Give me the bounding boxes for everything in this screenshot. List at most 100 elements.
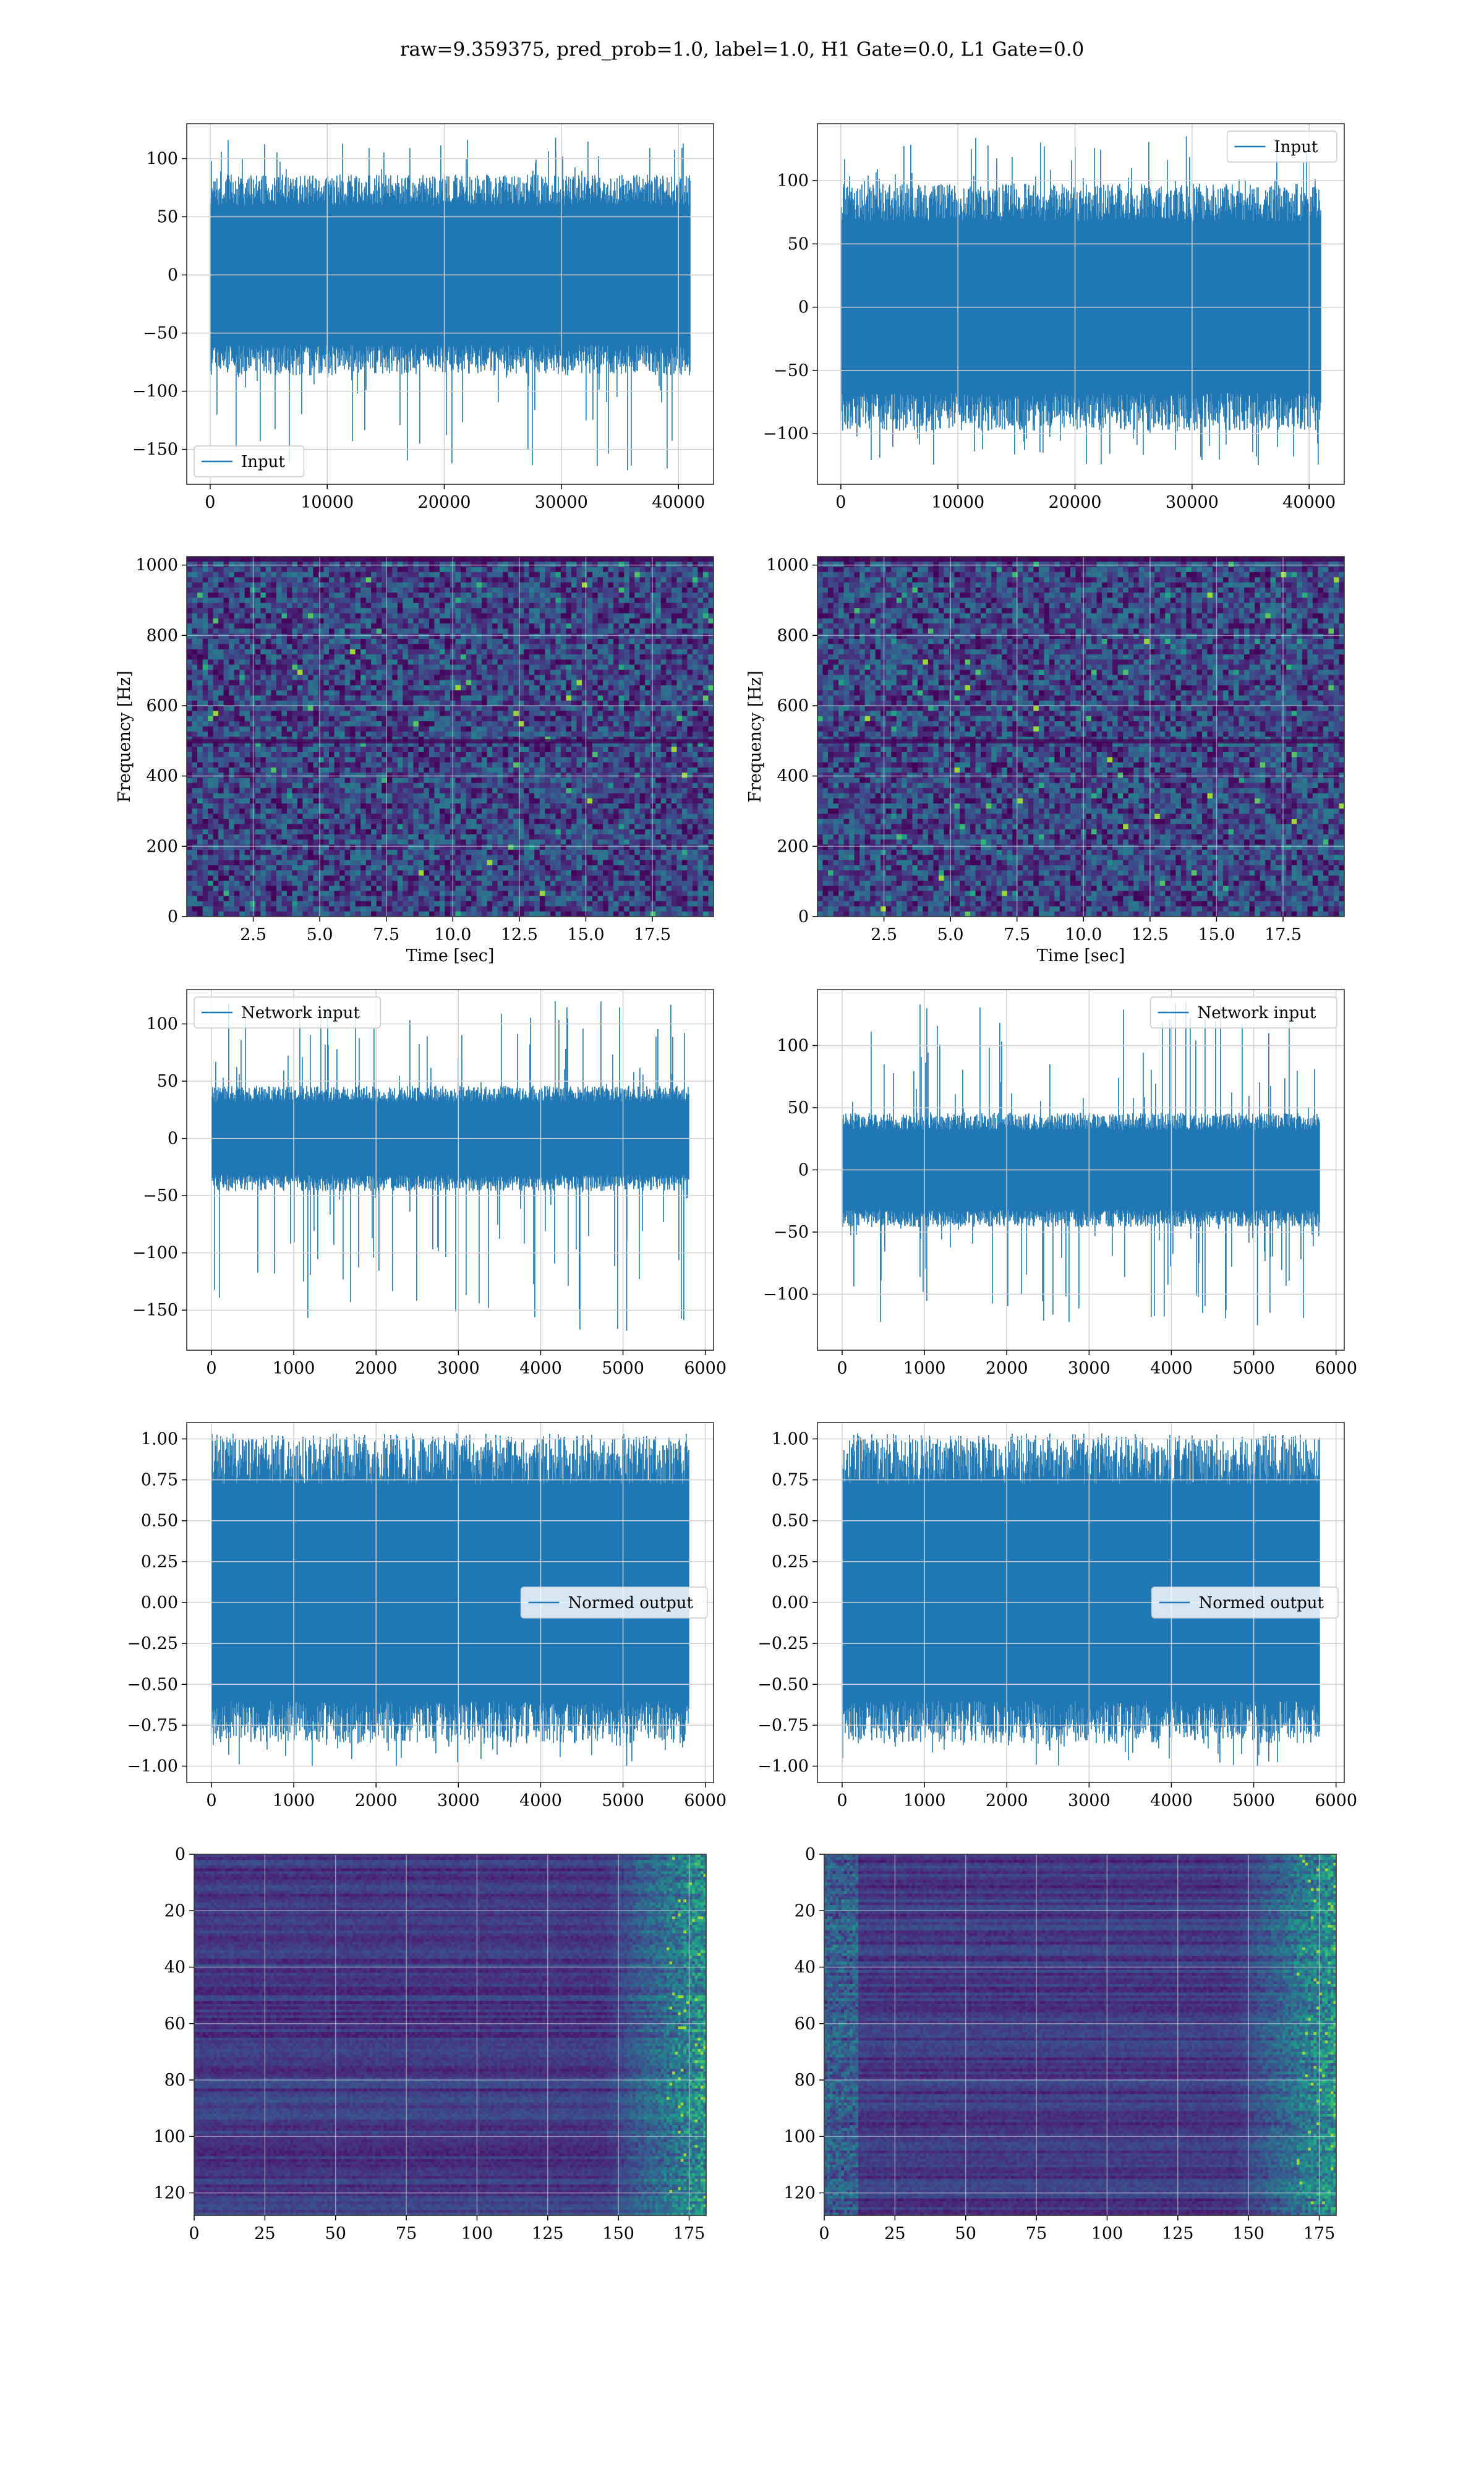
y-tick-label: 80 bbox=[795, 2071, 816, 2090]
x-tick-label: 50 bbox=[325, 2224, 346, 2243]
x-tick-label: 0 bbox=[205, 493, 215, 512]
x-tick-label: 0 bbox=[837, 1791, 847, 1810]
y-tick-label: 600 bbox=[146, 696, 178, 716]
legend: Normed output bbox=[521, 1587, 708, 1618]
x-tick-label: 30000 bbox=[535, 493, 588, 512]
legend: Network input bbox=[1151, 997, 1337, 1028]
y-tick-label: 0 bbox=[798, 907, 809, 927]
y-tick-label: −100 bbox=[763, 424, 809, 443]
legend-entry: Input bbox=[241, 453, 285, 471]
y-tick-label: −150 bbox=[132, 1301, 178, 1320]
x-tick-label: 5000 bbox=[1232, 1359, 1275, 1378]
x-tick-label: 1000 bbox=[273, 1791, 315, 1810]
y-tick-label: 0.75 bbox=[772, 1471, 809, 1490]
y-tick-label: −0.75 bbox=[757, 1716, 809, 1735]
x-tick-label: 175 bbox=[673, 2224, 706, 2243]
y-tick-label: 20 bbox=[795, 1901, 816, 1920]
y-tick-label: 1.00 bbox=[141, 1429, 178, 1449]
y-tick-label: −50 bbox=[774, 1223, 809, 1242]
x-tick-label: 3000 bbox=[1068, 1359, 1111, 1378]
chart-r2c2: 2.5 5.0 7.5 10.0 12.5 15.0 17.5020040060080010… bbox=[746, 556, 1345, 965]
y-tick-label: 0.75 bbox=[141, 1471, 178, 1490]
chart-r4c2: 0 1000 2000 3000 4000 5000 6000−1.00−0.75−0.50… bbox=[757, 1423, 1357, 1810]
y-tick-label: −100 bbox=[132, 1244, 178, 1263]
y-tick-label: 40 bbox=[795, 1958, 816, 1977]
heatmap-cells bbox=[187, 557, 714, 917]
y-tick-label: −1.00 bbox=[757, 1757, 809, 1776]
x-tick-label: 3000 bbox=[437, 1359, 480, 1378]
y-tick-label: −0.75 bbox=[127, 1716, 178, 1735]
y-tick-label: 60 bbox=[795, 2014, 816, 2034]
x-tick-label: 0 bbox=[206, 1791, 216, 1810]
x-tick-label: 40000 bbox=[652, 493, 705, 512]
x-tick-label: 2000 bbox=[355, 1791, 398, 1810]
y-tick-label: −150 bbox=[132, 440, 178, 460]
x-tick-label: 0 bbox=[819, 2224, 829, 2243]
y-tick-label: 40 bbox=[164, 1958, 186, 1977]
x-tick-label: 10000 bbox=[301, 493, 354, 512]
y-tick-label: 0 bbox=[168, 1129, 178, 1149]
y-axis-label: Frequency [Hz] bbox=[746, 670, 765, 802]
x-tick-label: 15.0 bbox=[567, 925, 604, 944]
x-tick-label: 6000 bbox=[1315, 1359, 1357, 1378]
x-tick-label: 1000 bbox=[273, 1359, 315, 1378]
y-tick-label: 200 bbox=[777, 837, 809, 856]
y-tick-label: 800 bbox=[777, 626, 809, 645]
x-tick-label: 150 bbox=[602, 2224, 634, 2243]
x-tick-label: 4000 bbox=[1150, 1791, 1193, 1810]
y-tick-label: 0.00 bbox=[772, 1593, 809, 1612]
x-tick-label: 2.5 bbox=[871, 925, 897, 944]
y-tick-label: −0.25 bbox=[757, 1634, 809, 1653]
x-tick-label: 10.0 bbox=[434, 925, 471, 944]
x-tick-label: 10.0 bbox=[1065, 925, 1102, 944]
y-tick-label: 0 bbox=[175, 1845, 186, 1864]
x-tick-label: 20000 bbox=[418, 493, 471, 512]
x-tick-label: 2.5 bbox=[240, 925, 267, 944]
x-tick-label: 100 bbox=[461, 2224, 493, 2243]
x-tick-label: 17.5 bbox=[1264, 925, 1302, 944]
y-tick-label: −0.50 bbox=[757, 1675, 809, 1694]
y-tick-label: 400 bbox=[146, 767, 178, 786]
y-tick-label: −100 bbox=[132, 382, 178, 401]
x-tick-label: 6000 bbox=[684, 1359, 727, 1378]
y-tick-label: 0.25 bbox=[772, 1552, 809, 1572]
x-tick-label: 5000 bbox=[602, 1791, 644, 1810]
y-tick-label: 50 bbox=[157, 1072, 178, 1091]
x-axis-label: Time [sec] bbox=[1037, 946, 1125, 965]
x-tick-label: 5.0 bbox=[307, 925, 333, 944]
x-tick-label: 17.5 bbox=[634, 925, 671, 944]
x-tick-label: 4000 bbox=[519, 1791, 562, 1810]
y-tick-label: 100 bbox=[777, 1036, 809, 1055]
x-tick-label: 30000 bbox=[1166, 493, 1219, 512]
chart-r4c1: 0 1000 2000 3000 4000 5000 6000−1.00−0.75−0.50… bbox=[127, 1423, 727, 1810]
x-tick-label: 50 bbox=[955, 2224, 976, 2243]
heatmap-cells bbox=[194, 1854, 706, 2215]
y-tick-label: 50 bbox=[788, 1098, 809, 1118]
x-tick-label: 7.5 bbox=[373, 925, 399, 944]
y-tick-label: −0.50 bbox=[127, 1675, 178, 1694]
legend-entry: Input bbox=[1274, 138, 1318, 156]
x-tick-label: 0 bbox=[189, 2224, 199, 2243]
x-tick-label: 5000 bbox=[1232, 1791, 1275, 1810]
x-tick-label: 0 bbox=[835, 493, 846, 512]
y-tick-label: 600 bbox=[777, 696, 809, 716]
chart-r3c1: 0 1000 2000 3000 4000 5000 6000−150−100−500501… bbox=[132, 990, 727, 1378]
y-tick-label: 0 bbox=[798, 298, 809, 317]
y-tick-label: 1.00 bbox=[772, 1429, 809, 1449]
x-tick-label: 4000 bbox=[519, 1359, 562, 1378]
y-axis-label: Frequency [Hz] bbox=[115, 670, 134, 802]
x-tick-label: 1000 bbox=[903, 1791, 946, 1810]
y-tick-label: 0 bbox=[798, 1161, 809, 1180]
x-tick-label: 0 bbox=[837, 1359, 847, 1378]
legend: Network input bbox=[194, 997, 381, 1028]
x-tick-label: 5.0 bbox=[937, 925, 964, 944]
x-tick-label: 15.0 bbox=[1198, 925, 1235, 944]
x-tick-label: 0 bbox=[206, 1359, 216, 1378]
y-tick-label: −50 bbox=[143, 324, 178, 343]
x-axis-label: Time [sec] bbox=[406, 946, 495, 965]
y-tick-label: 60 bbox=[164, 2014, 186, 2034]
heatmap-cells bbox=[824, 1854, 1336, 2215]
x-tick-label: 12.5 bbox=[501, 925, 538, 944]
